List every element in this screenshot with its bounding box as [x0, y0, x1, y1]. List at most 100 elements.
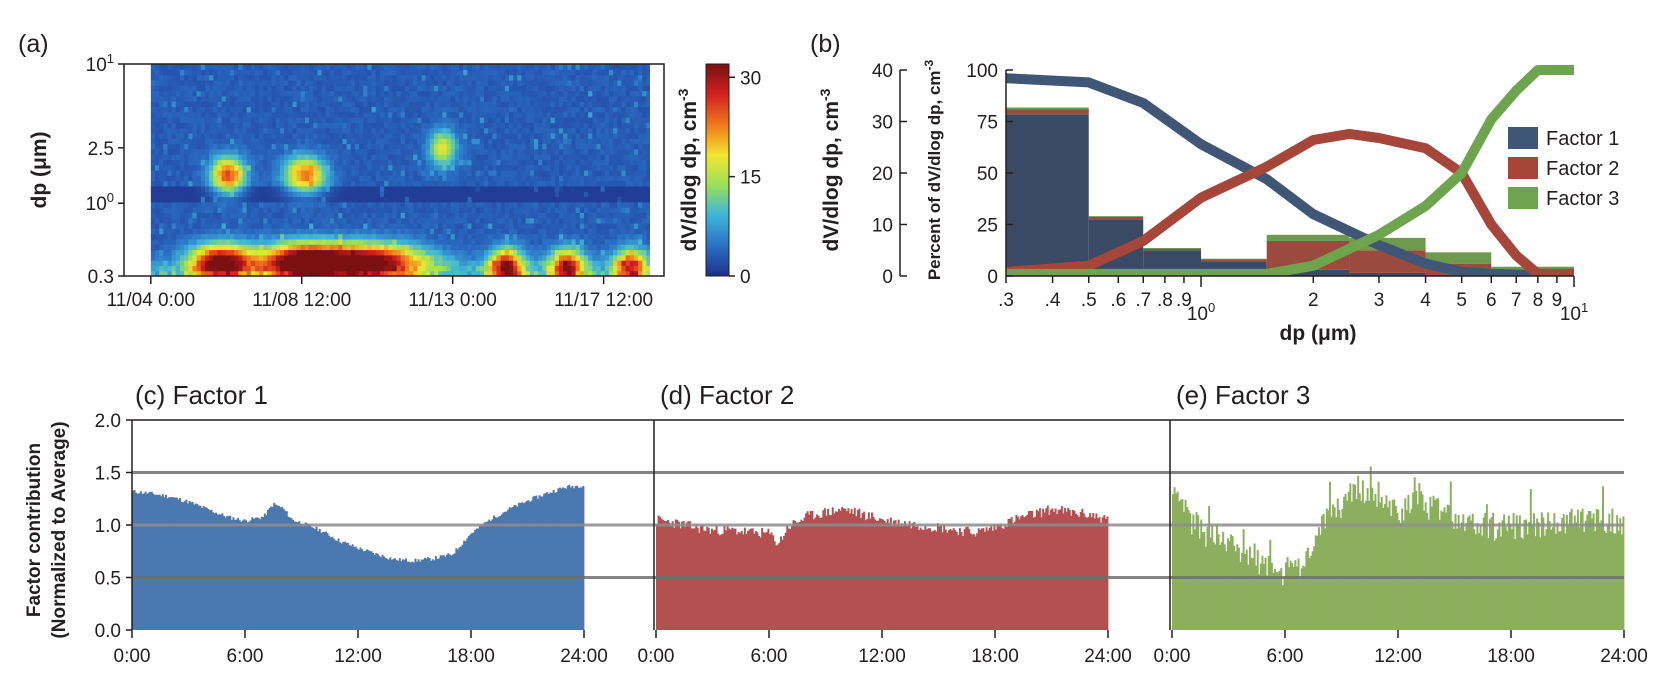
heatmap-cell [438, 132, 443, 139]
heatmap-cell [517, 254, 523, 261]
heatmap-cell [375, 69, 381, 76]
heatmap-cell [421, 159, 427, 166]
heatmap-cell [196, 117, 202, 123]
heatmap-cell [396, 244, 402, 251]
heatmap-cell [396, 175, 402, 182]
heatmap-cell [592, 175, 598, 182]
heatmap-cell [425, 170, 431, 176]
heatmap-cell [271, 159, 277, 166]
heatmap-cell [329, 207, 335, 213]
heatmap-cell [517, 69, 523, 76]
heatmap-cell [504, 201, 510, 208]
heatmap-cell [304, 132, 310, 139]
heatmap-cell [246, 117, 252, 123]
heatmap-cell [288, 201, 294, 208]
heatmap-cell [196, 138, 202, 145]
heatmap-cell [188, 106, 194, 113]
heatmap-cell [533, 74, 539, 81]
heatmap-cell [334, 111, 339, 118]
heatmap-cell [496, 143, 502, 150]
heatmap-cell [234, 132, 239, 139]
heatmap-cell [275, 170, 281, 176]
heatmap-cell [392, 122, 398, 129]
b-x-tick-label: .9 [1176, 290, 1192, 311]
heatmap-cell [238, 260, 244, 266]
heatmap-cell [242, 233, 248, 240]
heatmap-cell [629, 233, 635, 240]
heatmap-cell [446, 101, 452, 107]
heatmap-cell [596, 244, 602, 251]
heatmap-cell [629, 207, 635, 213]
heatmap-cell [459, 111, 464, 118]
heatmap-cell [271, 217, 277, 224]
heatmap-cell [409, 95, 414, 102]
heatmap-cell [625, 138, 631, 145]
heatmap-cell [238, 196, 244, 203]
heatmap-cell [575, 270, 581, 276]
heatmap-cell [429, 244, 435, 251]
heatmap-cell [234, 207, 239, 213]
heatmap-cell [542, 122, 548, 129]
heatmap-cell [592, 64, 598, 70]
heatmap-cell [633, 154, 639, 160]
heatmap-cell [588, 85, 593, 92]
heatmap-cell [442, 106, 448, 113]
heatmap-cell [309, 138, 314, 145]
heatmap-cell [217, 249, 223, 256]
heatmap-cell [588, 154, 593, 160]
heatmap-cell [363, 217, 368, 224]
heatmap-cell [217, 217, 223, 224]
heatmap-cell [217, 201, 223, 208]
heatmap-cell [334, 212, 339, 219]
heatmap-cell [517, 191, 523, 198]
heatmap-cell [508, 244, 514, 251]
heatmap-cell [521, 254, 527, 261]
heatmap-cell [517, 143, 523, 150]
heatmap-cell [379, 175, 385, 182]
heatmap-cell [309, 244, 314, 251]
heatmap-cell [184, 185, 189, 192]
heatmap-cell [242, 238, 248, 245]
heatmap-cell [646, 90, 650, 97]
heatmap-cell [396, 238, 402, 245]
heatmap-cell [250, 127, 256, 134]
heatmap-cell [379, 132, 385, 139]
heatmap-cell [538, 185, 543, 192]
heatmap-cell [467, 148, 473, 155]
heatmap-cell [359, 228, 364, 235]
heatmap-cell [171, 175, 177, 182]
heatmap-cell [242, 223, 248, 229]
heatmap-cell [388, 201, 393, 208]
heatmap-cell [579, 64, 585, 70]
diurnal-bar [164, 494, 167, 630]
heatmap-cell [263, 180, 269, 187]
heatmap-cell [267, 249, 273, 256]
heatmap-cell [284, 122, 289, 129]
heatmap-cell [238, 170, 244, 176]
heatmap-cell [263, 148, 269, 155]
heatmap-cell [496, 196, 502, 203]
heatmap-cell [604, 95, 610, 102]
heatmap-cell [425, 69, 431, 76]
heatmap-cell [350, 69, 356, 76]
heatmap-cell [429, 270, 435, 276]
heatmap-cell [292, 143, 298, 150]
heatmap-cell [617, 180, 623, 187]
heatmap-cell [254, 191, 260, 198]
heatmap-cell [263, 233, 269, 240]
heatmap-cell [213, 159, 219, 166]
heatmap-cell [404, 127, 410, 134]
heatmap-cell [504, 143, 510, 150]
heatmap-cell [209, 228, 214, 235]
heatmap-cell [209, 122, 214, 129]
heatmap-cell [388, 265, 393, 272]
heatmap-cell [242, 95, 248, 102]
heatmap-cell [442, 191, 448, 198]
heatmap-cell [596, 85, 602, 92]
heatmap-cell [350, 154, 356, 160]
heatmap-cell [400, 90, 406, 97]
heatmap-cell [496, 233, 502, 240]
heatmap-cell [163, 217, 169, 224]
heatmap-cell [421, 122, 427, 129]
